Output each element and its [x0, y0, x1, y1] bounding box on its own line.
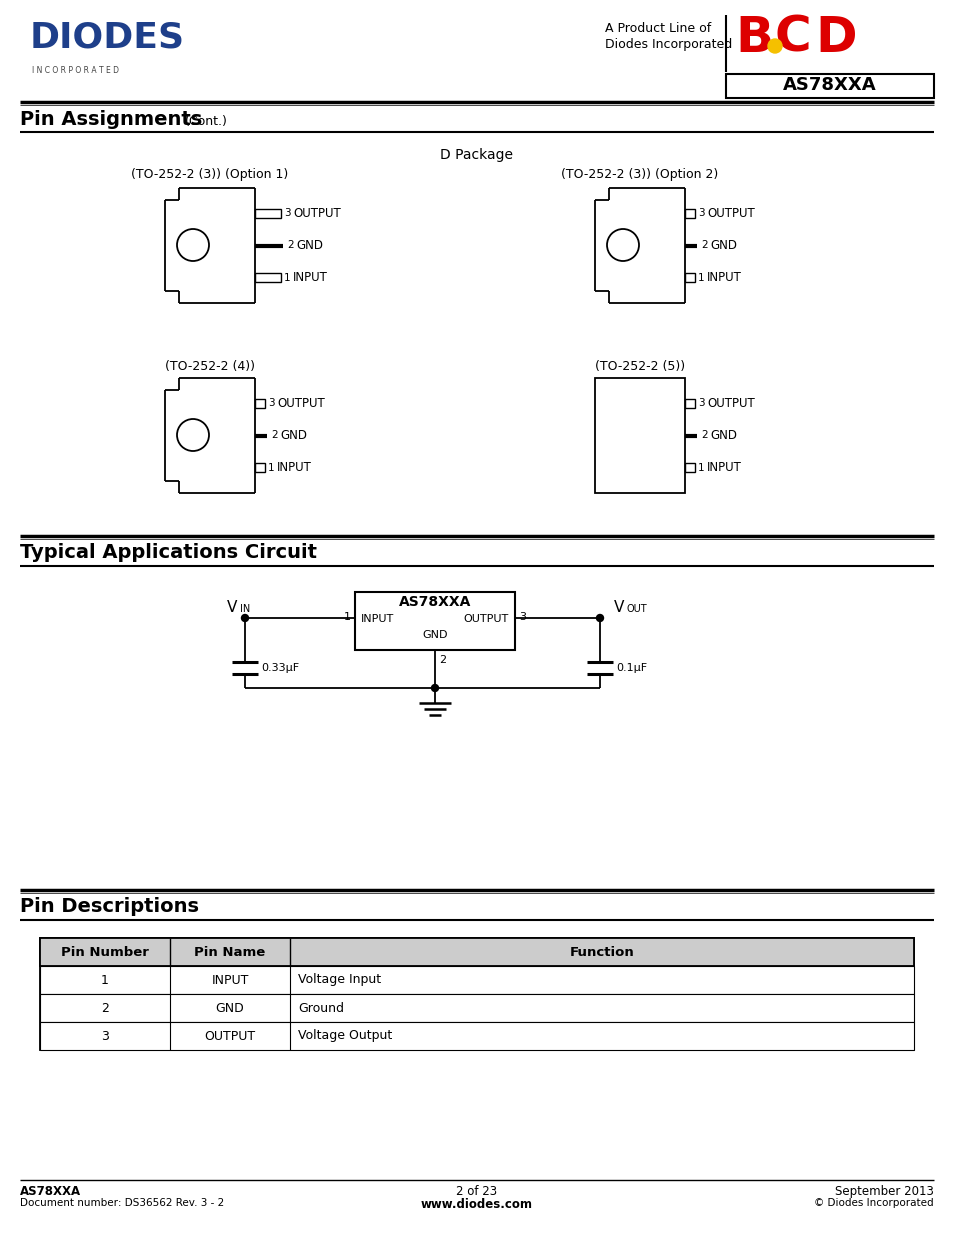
Text: Voltage Input: Voltage Input [297, 973, 381, 987]
Text: DIODES: DIODES [30, 20, 185, 54]
Text: 3: 3 [698, 399, 704, 409]
Text: GND: GND [709, 429, 737, 442]
Bar [684, 463, 695, 472]
Text: 1: 1 [268, 463, 274, 473]
Bar [254, 209, 281, 217]
Circle shape [241, 615, 248, 621]
Text: Document number: DS36562 Rev. 3 - 2: Document number: DS36562 Rev. 3 - 2 [20, 1198, 224, 1208]
Text: OUTPUT: OUTPUT [463, 614, 509, 624]
Text: 3: 3 [698, 209, 704, 219]
Text: D Package: D Package [440, 148, 513, 162]
Text: GND: GND [295, 240, 323, 252]
Text: © Diodes Incorporated: © Diodes Incorporated [814, 1198, 933, 1208]
Text: IN: IN [240, 604, 250, 614]
Text: INPUT: INPUT [212, 973, 249, 987]
Circle shape [596, 615, 603, 621]
Bar [40, 994, 913, 1023]
Text: Function: Function [569, 946, 634, 958]
Bar [40, 939, 913, 966]
Text: 2: 2 [438, 655, 446, 664]
Bar [40, 939, 913, 1050]
Text: 1: 1 [698, 463, 704, 473]
Text: Typical Applications Circuit: Typical Applications Circuit [20, 543, 316, 562]
Text: OUTPUT: OUTPUT [293, 206, 340, 220]
Text: Pin Number: Pin Number [61, 946, 149, 958]
Text: GND: GND [280, 429, 307, 442]
Text: Voltage Output: Voltage Output [297, 1030, 392, 1042]
Bar [40, 966, 913, 994]
Circle shape [767, 40, 781, 53]
Text: INPUT: INPUT [276, 461, 312, 474]
Text: 3: 3 [268, 399, 274, 409]
Text: AS78XXA: AS78XXA [782, 77, 876, 94]
Text: 1: 1 [101, 973, 109, 987]
Text: Diodes Incorporated: Diodes Incorporated [604, 38, 732, 51]
Bar [684, 273, 695, 283]
Text: Ground: Ground [297, 1002, 344, 1014]
Text: B: B [734, 14, 772, 62]
Text: V: V [227, 600, 237, 615]
Bar [254, 463, 265, 472]
Text: GND: GND [709, 240, 737, 252]
Text: INPUT: INPUT [360, 614, 394, 624]
Text: (TO-252-2 (3)) (Option 1): (TO-252-2 (3)) (Option 1) [132, 168, 289, 182]
Bar [254, 273, 281, 283]
Text: INPUT: INPUT [706, 272, 741, 284]
Text: OUTPUT: OUTPUT [276, 396, 324, 410]
Text: 2: 2 [287, 241, 294, 251]
Text: C: C [774, 14, 811, 62]
Bar [254, 399, 265, 408]
Text: OUTPUT: OUTPUT [706, 206, 754, 220]
Bar [684, 399, 695, 408]
Text: AS78XXA: AS78XXA [398, 595, 471, 609]
Text: Pin Descriptions: Pin Descriptions [20, 897, 199, 916]
Text: Pin Name: Pin Name [194, 946, 265, 958]
Text: A Product Line of: A Product Line of [604, 22, 711, 35]
Text: (TO-252-2 (5)): (TO-252-2 (5)) [595, 359, 684, 373]
Text: GND: GND [422, 630, 447, 640]
Text: I N C O R P O R A T E D: I N C O R P O R A T E D [32, 65, 119, 75]
Text: 2: 2 [101, 1002, 109, 1014]
Text: 0.33μF: 0.33μF [261, 663, 299, 673]
Text: (TO-252-2 (4)): (TO-252-2 (4)) [165, 359, 254, 373]
Bar [725, 74, 933, 98]
Bar [595, 378, 684, 493]
Bar [684, 209, 695, 217]
Text: 1: 1 [344, 613, 351, 622]
Text: 3: 3 [284, 209, 291, 219]
Text: D: D [814, 14, 856, 62]
Text: www.diodes.com: www.diodes.com [420, 1198, 533, 1212]
Bar [355, 592, 515, 650]
Circle shape [431, 684, 438, 692]
Text: V: V [614, 600, 623, 615]
Text: September 2013: September 2013 [834, 1186, 933, 1198]
Text: (Cont.): (Cont.) [185, 115, 228, 128]
Text: Pin Assignments: Pin Assignments [20, 110, 202, 128]
Text: OUTPUT: OUTPUT [204, 1030, 255, 1042]
Text: 2: 2 [700, 241, 707, 251]
Text: (TO-252-2 (3)) (Option 2): (TO-252-2 (3)) (Option 2) [560, 168, 718, 182]
Text: INPUT: INPUT [293, 272, 328, 284]
Text: 1: 1 [698, 273, 704, 283]
Text: GND: GND [215, 1002, 244, 1014]
Text: 2: 2 [700, 431, 707, 441]
Text: 2: 2 [271, 431, 277, 441]
Text: INPUT: INPUT [706, 461, 741, 474]
Text: OUT: OUT [626, 604, 647, 614]
Text: 3: 3 [101, 1030, 109, 1042]
Text: 1: 1 [284, 273, 291, 283]
Text: AS78XXA: AS78XXA [20, 1186, 81, 1198]
Text: 0.1μF: 0.1μF [616, 663, 646, 673]
Text: OUTPUT: OUTPUT [706, 396, 754, 410]
Bar [40, 1023, 913, 1050]
Text: 2 of 23: 2 of 23 [456, 1186, 497, 1198]
Text: 3: 3 [518, 613, 525, 622]
